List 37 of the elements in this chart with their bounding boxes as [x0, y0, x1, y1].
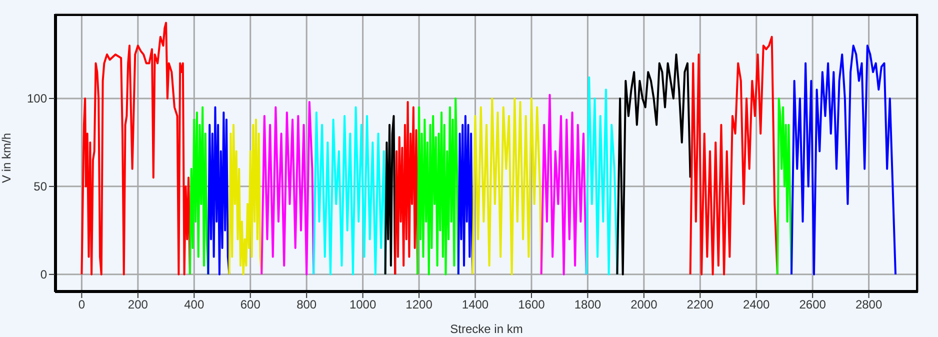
y-tick-label: 0 — [40, 268, 48, 282]
x-tick-label: 400 — [184, 298, 204, 312]
x-tick-label: 0 — [78, 298, 86, 312]
line-series — [80, 22, 191, 276]
line-series — [585, 76, 618, 276]
x-tick-label: 2000 — [630, 298, 658, 312]
line-series — [384, 115, 396, 276]
x-tick-label: 1200 — [406, 298, 433, 312]
line-series — [689, 36, 778, 276]
line-series — [188, 106, 210, 276]
x-tick-label: 1800 — [574, 298, 602, 312]
line-series — [776, 97, 792, 276]
x-tick-label: 1000 — [349, 298, 376, 312]
x-axis-title: Strecke in km — [450, 322, 523, 336]
line-series — [616, 53, 692, 276]
line-series — [228, 118, 263, 276]
line-series — [260, 100, 315, 276]
x-tick-label: 200 — [128, 298, 148, 312]
x-tick-label: 800 — [296, 298, 317, 312]
line-series — [207, 106, 230, 276]
line-series — [312, 106, 386, 276]
line-series — [416, 97, 460, 276]
x-tick-label: 1600 — [518, 298, 546, 312]
line-series — [457, 115, 474, 276]
line-series — [540, 94, 588, 276]
line-series — [471, 97, 542, 276]
x-tick-label: 2400 — [743, 298, 770, 312]
x-tick-label: 2800 — [855, 298, 882, 312]
y-tick-label: 50 — [34, 180, 48, 194]
line-series — [790, 44, 897, 276]
x-tick-label: 600 — [240, 298, 261, 312]
y-axis-title: V in km/h — [0, 132, 14, 183]
x-tick-label: 2600 — [799, 298, 826, 312]
y-tick-label: 100 — [26, 92, 48, 106]
line-series — [394, 100, 419, 276]
x-tick-label: 2200 — [686, 298, 714, 312]
x-tick-label: 1400 — [462, 298, 489, 312]
